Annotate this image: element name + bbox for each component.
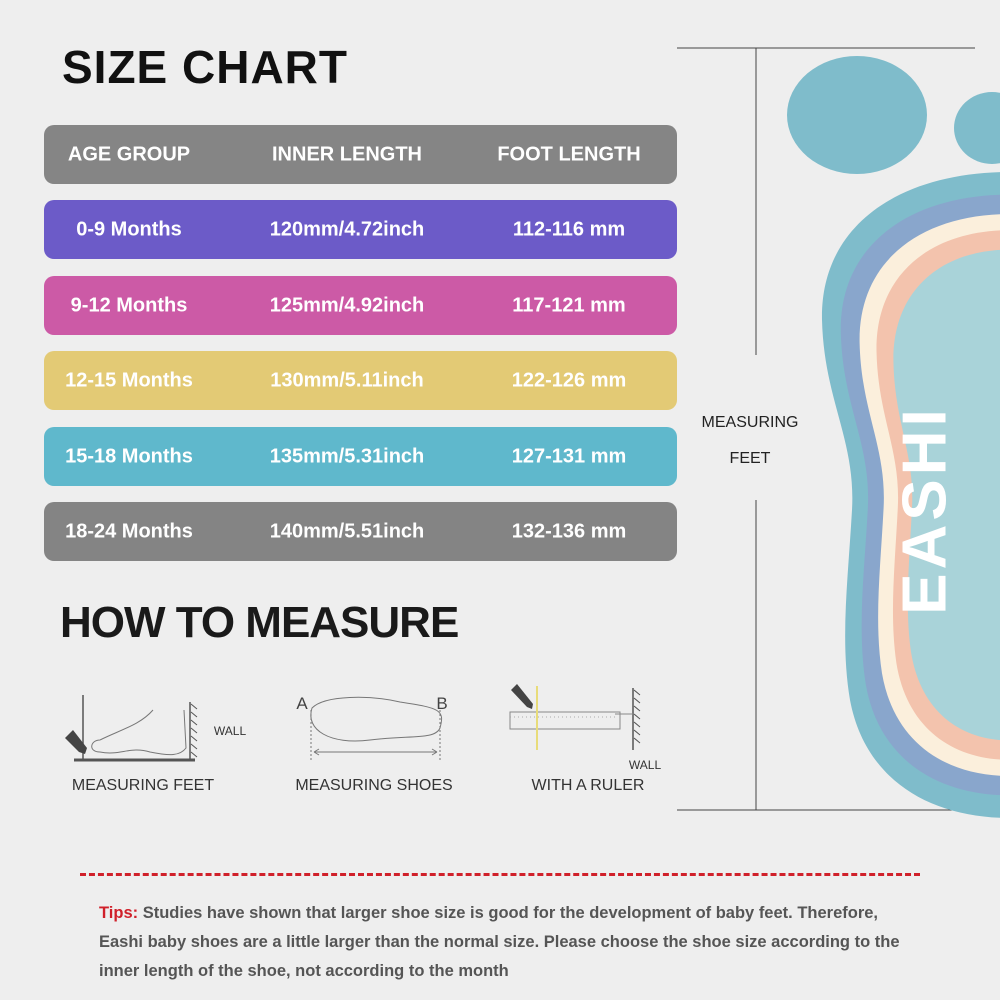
measuring-shoes-illustration (310, 696, 443, 760)
wall-label: WALL (213, 724, 247, 738)
eashi-logo: EASHI (890, 405, 960, 615)
cell-inner: 135mm/5.31inch (269, 445, 425, 467)
tips-text: Tips: Studies have shown that larger sho… (99, 899, 919, 986)
ruler-illustration (509, 684, 641, 750)
cell-foot: 127-131 mm (511, 445, 627, 467)
cell-foot: 122-126 mm (511, 369, 627, 391)
with-a-ruler-caption: WITH A RULER (531, 777, 645, 794)
cell-inner: 125mm/4.92inch (269, 294, 425, 316)
how-to-measure-title: HOW TO MEASURE (60, 598, 459, 647)
measuring-feet-label-line2: FEET (729, 450, 771, 467)
cell-foot: 112-116 mm (512, 218, 626, 240)
size-chart-title: SIZE CHART (62, 41, 348, 93)
header-age-group: AGE GROUP (67, 143, 191, 165)
cell-inner: 120mm/4.72inch (269, 218, 425, 240)
divider-dashed (80, 873, 920, 876)
cell-inner: 140mm/5.51inch (269, 520, 425, 542)
table-row: 18-24 Months 140mm/5.51inch 132-136 mm (44, 502, 677, 561)
table-header: AGE GROUP INNER LENGTH FOOT LENGTH (44, 125, 677, 184)
wall-label-ruler: WALL (628, 758, 662, 772)
table-row: 15-18 Months 135mm/5.31inch 127-131 mm (44, 427, 677, 486)
cell-inner: 130mm/5.11inch (270, 369, 424, 391)
big-toe-shape (787, 56, 927, 174)
measuring-feet-label-line1: MEASURING (701, 414, 799, 431)
small-toe-shape (954, 92, 1000, 164)
tips-label: Tips: (99, 904, 139, 922)
table-row: 12-15 Months 130mm/5.11inch 122-126 mm (44, 351, 677, 410)
point-a-label: A (296, 694, 308, 713)
cell-foot: 132-136 mm (511, 520, 627, 542)
header-foot-length: FOOT LENGTH (497, 143, 641, 165)
measuring-feet-caption: MEASURING FEET (71, 777, 215, 794)
cell-age: 0-9 Months (76, 218, 182, 240)
cell-foot: 117-121 mm (512, 294, 626, 316)
cell-age: 15-18 Months (65, 445, 193, 467)
header-inner-length: INNER LENGTH (272, 143, 422, 165)
cell-age: 9-12 Months (70, 294, 188, 316)
measuring-feet-illustration (65, 695, 198, 762)
point-b-label: B (436, 694, 448, 713)
table-row: 9-12 Months 125mm/4.92inch 117-121 mm (44, 276, 677, 335)
measuring-feet-label: MEASURING FEET (695, 405, 805, 477)
table-row: 0-9 Months 120mm/4.72inch 112-116 mm (44, 200, 677, 259)
measuring-shoes-caption: MEASURING SHOES (295, 777, 453, 794)
tips-body: Studies have shown that larger shoe size… (99, 904, 900, 980)
cell-age: 12-15 Months (65, 369, 193, 391)
cell-age: 18-24 Months (65, 520, 193, 542)
sole-layer (893, 249, 1000, 741)
